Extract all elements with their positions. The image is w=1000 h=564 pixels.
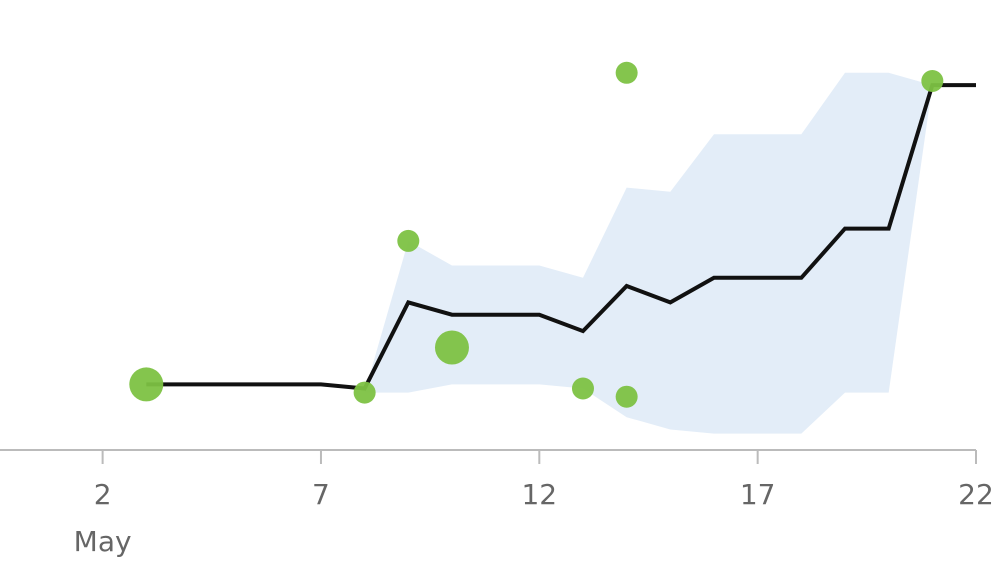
series-line bbox=[146, 83, 976, 391]
scatter-point bbox=[434, 330, 469, 365]
scatter-points-layer bbox=[129, 61, 944, 408]
series-line-layer bbox=[146, 83, 976, 391]
confidence-band-layer bbox=[364, 72, 933, 434]
x-axis-month-label: May bbox=[74, 525, 132, 558]
scatter-point bbox=[129, 367, 164, 402]
x-tick-label: 7 bbox=[312, 478, 330, 511]
x-tick-label: 12 bbox=[521, 478, 557, 511]
x-tick-label: 17 bbox=[740, 478, 776, 511]
scatter-point bbox=[921, 70, 944, 92]
scatter-point bbox=[571, 377, 594, 400]
x-tick-label: 22 bbox=[958, 478, 994, 511]
scatter-point bbox=[353, 381, 376, 404]
x-tick-label: 2 bbox=[94, 478, 112, 511]
confidence-band bbox=[364, 72, 933, 434]
scatter-point bbox=[615, 385, 638, 408]
scatter-point bbox=[397, 229, 420, 252]
x-axis: 2 7 12 17 22 May bbox=[0, 449, 994, 558]
scatter-point bbox=[615, 61, 638, 84]
